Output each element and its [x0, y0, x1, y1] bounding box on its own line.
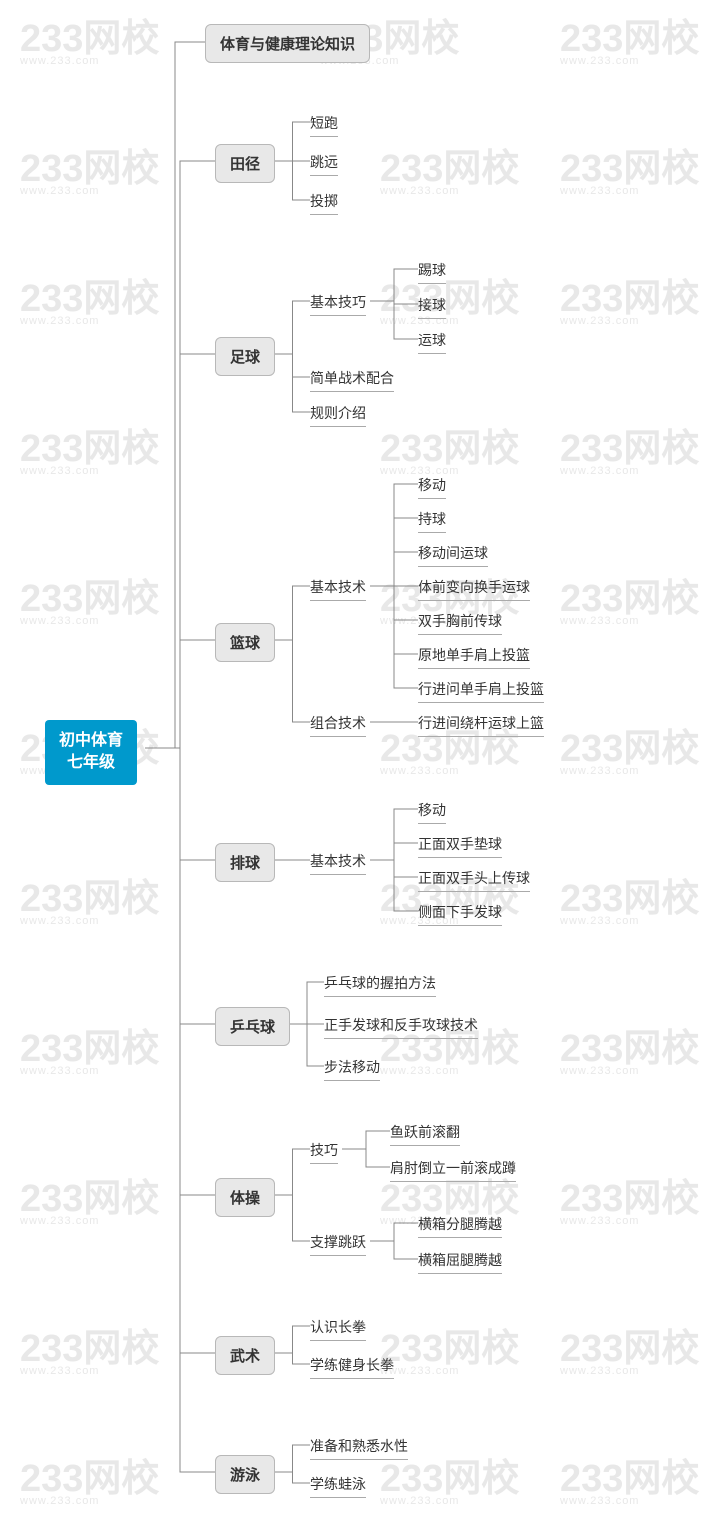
- sub-node: 规则介绍: [310, 403, 366, 427]
- branch-theory: 体育与健康理论知识: [205, 24, 370, 63]
- leaf-node: 双手胸前传球: [418, 611, 502, 635]
- branch-football: 足球: [215, 337, 275, 376]
- branch-gym: 体操: [215, 1178, 275, 1217]
- sub-node: 技巧: [310, 1140, 338, 1164]
- leaf-node: 踢球: [418, 260, 446, 284]
- sub-node: 乒乓球的握拍方法: [324, 973, 436, 997]
- leaf-node: 侧面下手发球: [418, 902, 502, 926]
- branch-wushu: 武术: [215, 1336, 275, 1375]
- sub-node: 基本技巧: [310, 292, 366, 316]
- leaf-node: 肩肘倒立一前滚成蹲: [390, 1158, 516, 1182]
- leaf-node: 横箱屈腿腾越: [418, 1250, 502, 1274]
- leaf-node: 接球: [418, 295, 446, 319]
- leaf-node: 行进间绕杆运球上篮: [418, 713, 544, 737]
- branch-basketball: 篮球: [215, 623, 275, 662]
- sub-node: 步法移动: [324, 1057, 380, 1081]
- leaf-node: 移动: [418, 475, 446, 499]
- sub-node: 简单战术配合: [310, 368, 394, 392]
- leaf-node: 正面双手垫球: [418, 834, 502, 858]
- leaf-node: 持球: [418, 509, 446, 533]
- sub-node: 学练健身长拳: [310, 1355, 394, 1379]
- leaf-node: 移动: [418, 800, 446, 824]
- sub-node: 认识长拳: [310, 1317, 366, 1341]
- sub-node: 基本技术: [310, 851, 366, 875]
- sub-node: 学练蛙泳: [310, 1474, 366, 1498]
- branch-swim: 游泳: [215, 1455, 275, 1494]
- leaf-node: 正面双手头上传球: [418, 868, 530, 892]
- sub-node: 基本技术: [310, 577, 366, 601]
- sub-node: 准备和熟悉水性: [310, 1436, 408, 1460]
- branch-track: 田径: [215, 144, 275, 183]
- sub-node: 投掷: [310, 191, 338, 215]
- leaf-node: 行进问单手肩上投篮: [418, 679, 544, 703]
- sub-node: 组合技术: [310, 713, 366, 737]
- sub-node: 正手发球和反手攻球技术: [324, 1015, 478, 1039]
- sub-node: 短跑: [310, 113, 338, 137]
- branch-volleyball: 排球: [215, 843, 275, 882]
- branch-pingpong: 乒乓球: [215, 1007, 290, 1046]
- sub-node: 跳远: [310, 152, 338, 176]
- leaf-node: 原地单手肩上投篮: [418, 645, 530, 669]
- leaf-node: 体前变向换手运球: [418, 577, 530, 601]
- leaf-node: 运球: [418, 330, 446, 354]
- sub-node: 支撑跳跃: [310, 1232, 366, 1256]
- leaf-node: 鱼跃前滚翻: [390, 1122, 460, 1146]
- leaf-node: 横箱分腿腾越: [418, 1214, 502, 1238]
- leaf-node: 移动间运球: [418, 543, 488, 567]
- root-node: 初中体育七年级: [45, 720, 137, 785]
